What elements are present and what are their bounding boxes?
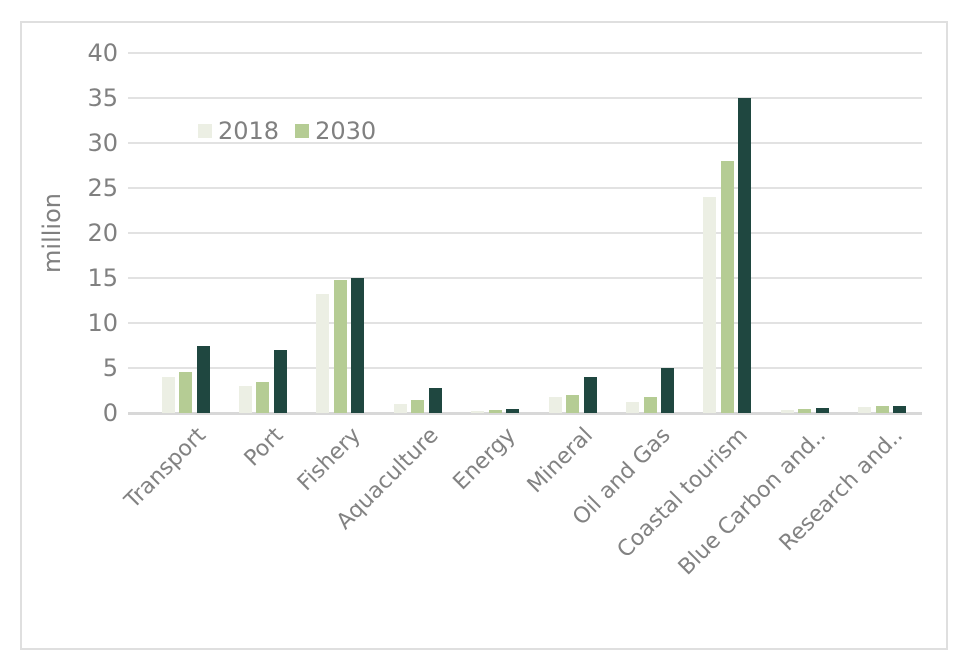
bar-2030-Energy (488, 410, 502, 413)
bar-2018-Oil and Gas (626, 402, 640, 413)
bar-2030-Fishery (333, 279, 347, 413)
y-axis-title: million (38, 193, 66, 273)
legend: 2018 2030 (198, 117, 377, 145)
bar-2018-Blue Carbon and.. (780, 410, 794, 413)
bar-2018-Research and.. (858, 406, 872, 413)
bar-2030-Oil and Gas (643, 396, 657, 413)
legend-item-2018: 2018 (198, 117, 280, 145)
legend-label-2030: 2030 (315, 117, 377, 145)
gridline-25 (128, 187, 922, 189)
bar-2018-Aquaculture (393, 404, 407, 413)
bar-series3-Energy (506, 408, 520, 413)
y-tick-label-30: 30 (87, 129, 118, 157)
bar-2018-Port (238, 386, 252, 413)
legend-swatch-2018 (198, 124, 212, 138)
y-tick-label-10: 10 (87, 309, 118, 337)
bar-series3-Research and.. (893, 405, 907, 413)
bar-series3-Transport (196, 345, 210, 413)
gridline-15 (128, 277, 922, 279)
bar-series3-Aquaculture (428, 387, 442, 413)
bar-series3-Blue Carbon and.. (815, 407, 829, 413)
bar-2030-Research and.. (875, 405, 889, 413)
gridline-5 (128, 367, 922, 369)
legend-item-2030: 2030 (295, 117, 377, 145)
bar-2030-Transport (179, 371, 192, 413)
y-tick-label-5: 5 (102, 354, 118, 382)
bar-series3-Mineral (583, 377, 597, 413)
y-tick-label-0: 0 (102, 399, 118, 427)
gridline-10 (128, 322, 922, 324)
bar-series3-Oil and Gas (661, 368, 675, 413)
bar-2030-Mineral (566, 395, 580, 413)
gridline-40 (128, 52, 922, 54)
chart-frame (20, 21, 948, 650)
gridline-20 (128, 232, 922, 234)
y-tick-label-40: 40 (87, 39, 118, 67)
bar-2018-Fishery (316, 294, 330, 413)
bar-series3-Port (273, 350, 287, 413)
legend-label-2018: 2018 (218, 117, 280, 145)
bar-series3-Coastal tourism (738, 98, 752, 413)
y-tick-label-25: 25 (87, 174, 118, 202)
bar-2018-Coastal tourism (703, 197, 717, 413)
y-tick-label-35: 35 (87, 84, 118, 112)
y-tick-label-20: 20 (87, 219, 118, 247)
bar-2030-Port (256, 381, 270, 413)
x-axis-line (128, 412, 922, 415)
bar-2018-Mineral (548, 396, 562, 413)
bar-2030-Coastal tourism (720, 161, 734, 413)
bar-2018-Transport (161, 377, 175, 413)
bar-2030-Blue Carbon and.. (798, 409, 812, 413)
bar-2030-Aquaculture (411, 399, 425, 413)
bar-series3-Fishery (351, 278, 365, 413)
bar-2018-Energy (471, 411, 485, 413)
legend-swatch-2030 (295, 124, 310, 138)
gridline-35 (128, 97, 922, 99)
y-tick-label-15: 15 (87, 264, 118, 292)
gridline-30 (128, 142, 922, 144)
